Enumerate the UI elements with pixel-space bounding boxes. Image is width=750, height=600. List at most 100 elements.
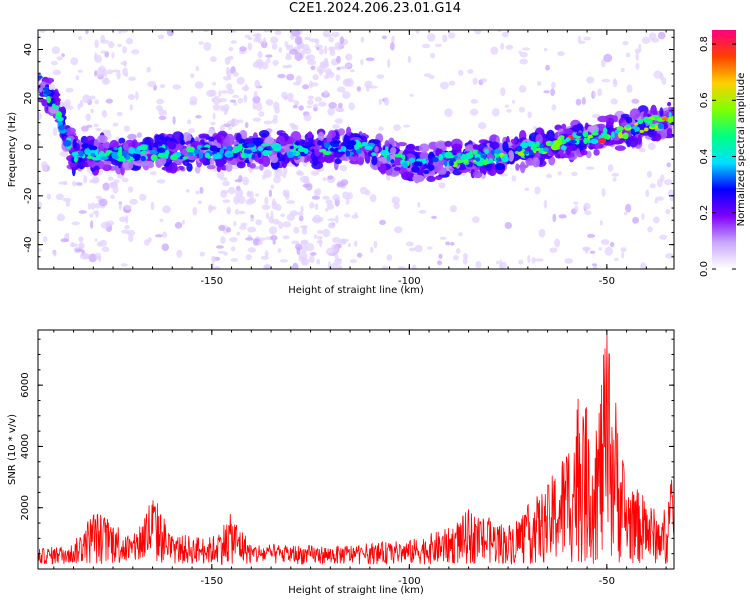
spectrogram-speckle [527,111,532,119]
spectrogram-speckle [369,194,377,203]
spectrogram-speckle [229,237,238,243]
snr-series-line [37,333,675,565]
spectrogram-core-blob [337,148,347,153]
spectrogram-core-blob [517,150,525,156]
spectrogram-speckle [449,205,457,213]
spectrogram-speckle [543,90,550,94]
spectrogram-speckle [245,254,252,261]
spectrogram-speckle [340,179,349,186]
spectrogram-speckle [101,110,108,118]
spectrogram-speckle [174,221,183,229]
spectrogram-speckle [90,220,94,229]
spectrogram-speckle [300,44,305,49]
spectrogram-xtick-label: -100 [398,276,421,287]
spectrogram-speckle [129,198,138,205]
spectrogram-speckle [427,33,436,42]
spectrogram-speckle [665,209,671,215]
spectrogram-core-blob [474,153,481,159]
spectrogram-core-blob [345,144,355,150]
spectrogram-speckle [265,212,270,219]
spectrogram-speckle [302,47,312,55]
spectrogram-speckle [632,216,640,224]
spectrogram-core-blob [164,149,170,156]
spectrogram-speckle [75,182,83,186]
spectrogram-speckle [347,192,353,200]
spectrogram-speckle [328,36,335,43]
spectrogram-speckle [610,98,618,105]
spectrogram-band-blob [415,175,425,182]
spectrogram-speckle [159,84,166,89]
spectrogram-speckle [262,174,266,180]
spectrogram-speckle [309,202,315,209]
spectrogram-speckle [597,88,603,97]
spectrogram-speckle [647,142,656,151]
spectrogram-speckle [150,171,157,176]
spectrogram-band-blob [561,128,573,135]
spectrogram-speckle [444,108,453,117]
spectrogram-band-blob [72,138,77,149]
spectrogram-core-blob [273,142,280,147]
spectrogram-speckle [480,78,488,83]
spectrogram-speckle [265,99,274,106]
spectrogram-speckle [585,166,595,170]
spectrogram-speckle [289,48,298,55]
spectrogram-speckle [245,198,254,205]
spectrogram-speckle [223,104,230,112]
snr-ylabel: SNR (10 * v/v) [7,414,18,485]
spectrogram-speckle [105,98,113,104]
spectrogram-speckle [221,190,230,194]
spectrogram-speckle [469,108,479,116]
spectrogram-speckle [249,190,254,200]
spectrogram-speckle [72,181,77,187]
spectrogram-speckle [322,195,330,200]
spectrogram-core-blob [361,141,369,147]
spectrogram-speckle [166,30,175,37]
spectrogram-speckle [314,38,320,45]
spectrogram-speckle [270,235,278,241]
spectrogram-speckle [85,30,89,35]
spectrogram-core-blob [332,140,341,145]
spectrogram-speckle [296,171,305,176]
spectrogram-speckle [278,221,284,229]
spectrogram-band-blob [122,142,129,151]
spectrogram-speckle [227,126,232,130]
spectrogram-speckle [86,124,93,128]
spectrogram-core-blob [157,153,167,158]
spectrogram-band-blob [502,141,509,152]
spectrogram-speckle [298,105,304,111]
spectrogram-speckle [65,200,71,207]
spectrogram-speckle [314,96,322,102]
spectrogram-speckle [203,42,212,51]
spectrogram-core-blob [463,159,469,164]
spectrogram-speckle [574,205,579,213]
spectrogram-core-blob [90,152,96,157]
spectrogram-band-blob [519,161,526,174]
spectrogram-core-blob [187,152,194,157]
spectrogram-speckle [417,201,421,208]
spectrogram-speckle [393,124,401,131]
spectrogram-speckle [438,253,443,259]
spectrogram-band-blob [258,130,270,138]
spectrogram-speckle [159,218,164,223]
snr-xtick-label: -50 [599,576,615,587]
spectrogram-speckle [518,50,522,55]
spectrogram-core-blob [340,146,345,150]
spectrogram-speckle [101,77,111,85]
spectrogram-speckle [242,176,250,186]
spectrogram-speckle [305,55,310,60]
spectrogram-speckle [83,175,88,184]
spectrogram-speckle [534,186,541,195]
spectrogram-speckle [210,121,216,126]
spectrogram-speckle [146,66,151,73]
spectrogram-core-blob [345,150,351,157]
spectrogram-speckle [250,217,255,222]
spectrogram-speckle [223,123,231,128]
spectrogram-band-blob [666,127,673,137]
spectrogram-band-blob [253,137,264,146]
spectrogram-speckle [316,47,320,51]
spectrogram-core-blob [611,131,615,138]
spectrogram-speckle [230,258,239,262]
spectrogram-speckle [500,87,506,96]
spectrogram-speckle [322,30,330,38]
spectrogram-speckle [299,225,309,229]
